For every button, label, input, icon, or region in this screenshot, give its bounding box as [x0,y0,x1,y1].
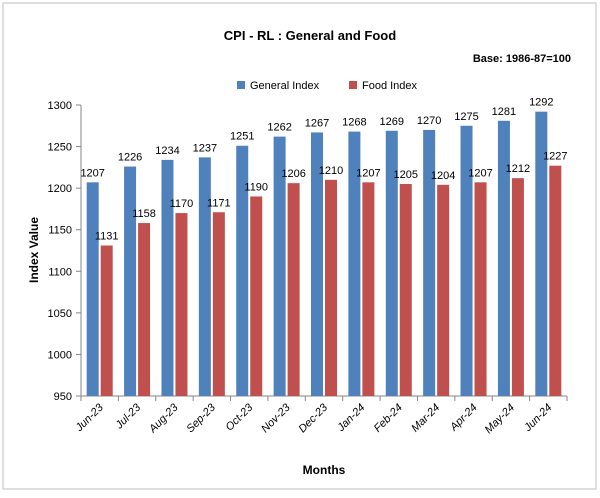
y-tick-label: 1150 [48,225,72,237]
general-index-value-label: 1269 [380,116,404,128]
general-index-bar [497,120,510,396]
y-axis-label: Index Value [27,217,41,283]
food-index-bar [138,223,151,396]
legend: General Index Food Index [237,80,418,92]
general-index-value-label: 1268 [342,117,366,129]
y-tick-label: 950 [54,391,72,403]
food-index-bar [437,184,450,396]
food-index-bar [175,213,188,396]
y-tick-label: 1200 [48,183,72,195]
food-index-bar [212,212,225,396]
legend-label-general: General Index [250,80,320,92]
general-index-value-label: 1281 [492,106,516,118]
legend-swatch-food [349,81,357,89]
food-index-value-label: 1207 [356,167,380,179]
general-index-bar [273,136,286,396]
food-index-value-label: 1190 [244,181,268,193]
food-index-value-label: 1205 [394,169,418,181]
general-index-bar [535,111,548,396]
food-index-value-label: 1212 [506,163,530,175]
general-index-value-label: 1237 [193,142,217,154]
food-index-value-label: 1170 [170,198,194,210]
general-index-bar [423,129,436,396]
food-index-value-label: 1158 [132,208,156,220]
general-index-value-label: 1267 [305,117,329,129]
general-index-value-label: 1207 [80,167,104,179]
general-index-bar [236,145,249,396]
general-index-bar [86,182,99,396]
food-index-bar [549,165,562,396]
data-labels-group: 1207 1131 1226 1158 1234 1170 1237 1171 1251 1190… [80,97,567,243]
general-index-bar [348,131,361,396]
food-index-value-label: 1204 [431,170,455,182]
general-index-value-label: 1275 [454,111,478,123]
food-index-value-label: 1131 [95,231,119,243]
y-tick-label: 1250 [48,142,72,154]
general-index-bar [161,159,174,396]
food-index-bar [325,179,337,396]
food-index-bar [287,183,300,396]
general-index-value-label: 1262 [267,122,291,134]
legend-swatch-general [237,81,245,89]
food-index-bar [474,182,487,396]
y-tick-label: 1100 [48,266,72,278]
general-index-value-label: 1226 [118,152,142,164]
food-index-bar [511,178,524,396]
food-index-bar [100,245,113,396]
x-axis-label: Months [303,463,346,477]
food-index-value-label: 1171 [207,197,231,209]
chart-title: CPI - RL : General and Food [224,28,396,43]
chart-subtitle: Base: 1986-87=100 [473,53,571,65]
food-index-value-label: 1210 [319,165,343,177]
y-axis-ticks: 950 1000 1050 1100 1150 1200 1250 1300 [48,100,81,403]
general-index-value-label: 1251 [230,131,254,143]
food-index-value-label: 1227 [543,151,567,163]
general-index-bar [460,125,473,397]
general-index-bar [311,132,323,397]
food-index-bar [250,196,263,396]
y-tick-label: 1050 [48,308,72,320]
y-tick-label: 1300 [48,100,72,112]
general-index-bar [124,166,137,396]
food-index-value-label: 1207 [468,167,492,179]
general-index-value-label: 1270 [417,115,441,127]
y-tick-label: 1000 [48,349,72,361]
general-index-value-label: 1292 [529,97,553,109]
general-index-bar [385,130,398,396]
legend-label-food: Food Index [362,80,418,92]
food-index-bar [399,183,412,396]
food-index-value-label: 1206 [281,168,305,180]
general-index-value-label: 1234 [155,145,179,157]
bars-group [86,111,562,397]
food-index-bar [362,182,375,396]
general-index-bar [198,157,211,396]
